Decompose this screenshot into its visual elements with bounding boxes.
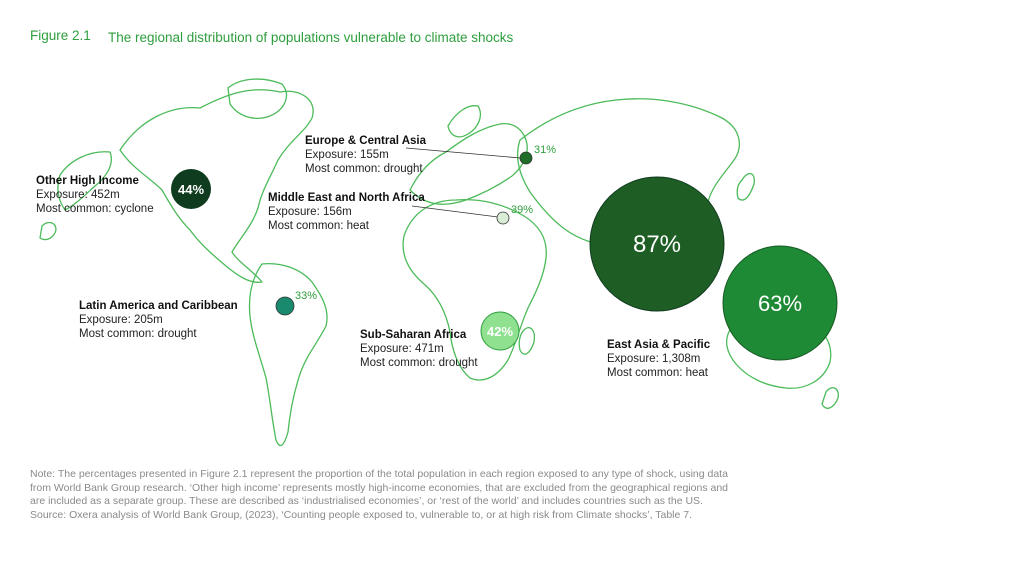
region-label-middle-east-north-africa: Middle East and North Africa Exposure: 1… [268, 191, 425, 233]
region-name: Middle East and North Africa [268, 192, 425, 204]
region-common-shock: Most common: cyclone [36, 203, 154, 215]
leader-line-mena [411, 205, 499, 218]
percent-sub-saharan-africa: 42% [487, 324, 513, 339]
bubbles [171, 151, 838, 361]
leader-lines [405, 147, 521, 218]
bubble-east-asia-pacific [722, 245, 838, 361]
leader-line-europe [405, 147, 521, 159]
region-label-east-asia-pacific: East Asia & Pacific Exposure: 1,308m Mos… [607, 338, 710, 380]
region-label-other-high-income: Other High Income Exposure: 452m Most co… [36, 174, 154, 216]
africa-outline [402, 198, 547, 381]
bubble-other-high-income [171, 169, 211, 209]
region-exposure: Exposure: 452m [36, 189, 120, 201]
region-exposure: Exposure: 156m [268, 206, 352, 218]
japan-outline [736, 173, 755, 201]
region-exposure: Exposure: 205m [79, 314, 163, 326]
south-america-outline [248, 262, 328, 447]
alaska-outline [57, 151, 112, 211]
region-common-shock: Most common: heat [607, 367, 708, 379]
percent-south-asia: 87% [633, 231, 681, 258]
figure-title: The regional distribution of populations… [108, 30, 514, 45]
percent-europe-central-asia: 31% [534, 144, 556, 156]
island-outline-west [39, 221, 57, 241]
bubble-europe-central-asia [519, 151, 533, 165]
percent-labels: 44% 31% 39% 33% 42% 87% 63% [178, 144, 802, 339]
region-common-shock: Most common: drought [79, 328, 197, 340]
bubble-south-asia [589, 176, 725, 312]
region-label-latin-america-caribbean: Latin America and Caribbean Exposure: 20… [79, 299, 238, 341]
percent-middle-east-north-africa: 39% [511, 204, 533, 216]
region-name: Other High Income [36, 175, 139, 187]
region-name: Europe & Central Asia [305, 135, 426, 147]
region-common-shock: Most common: heat [268, 220, 369, 232]
region-label-europe-central-asia: Europe & Central Asia Exposure: 155m Mos… [305, 134, 426, 176]
region-exposure: Exposure: 471m [360, 343, 444, 355]
region-exposure: Exposure: 155m [305, 149, 389, 161]
north-america-outline [119, 89, 314, 283]
new-zealand-outline [821, 387, 839, 409]
greenland-outline [227, 78, 287, 119]
bubble-sub-saharan-africa [480, 311, 520, 351]
scandinavia-outline [447, 105, 482, 138]
note-source: Source: Oxera analysis of World Bank Gro… [30, 508, 693, 521]
region-exposure: Exposure: 1,308m [607, 353, 701, 365]
region-name: East Asia & Pacific [607, 339, 711, 351]
region-name: Sub-Saharan Africa [360, 329, 467, 341]
region-name: Latin America and Caribbean [79, 300, 238, 312]
region-label-sub-saharan-africa: Sub-Saharan Africa Exposure: 471m Most c… [360, 328, 478, 370]
percent-east-asia-pacific: 63% [758, 291, 802, 316]
figure-note: Note: The percentages presented in Figur… [30, 468, 730, 522]
madagascar-outline [518, 327, 536, 355]
note-text: Note: The percentages presented in Figur… [30, 468, 729, 507]
percent-latin-america-caribbean: 33% [295, 290, 317, 302]
bubble-middle-east-north-africa [496, 211, 510, 225]
figure-label: Figure 2.1 [30, 28, 91, 43]
region-common-shock: Most common: drought [360, 357, 478, 369]
bubble-latin-america-caribbean [275, 296, 295, 316]
europe-outline [409, 122, 528, 205]
region-common-shock: Most common: drought [305, 163, 423, 175]
percent-other-high-income: 44% [178, 182, 204, 197]
